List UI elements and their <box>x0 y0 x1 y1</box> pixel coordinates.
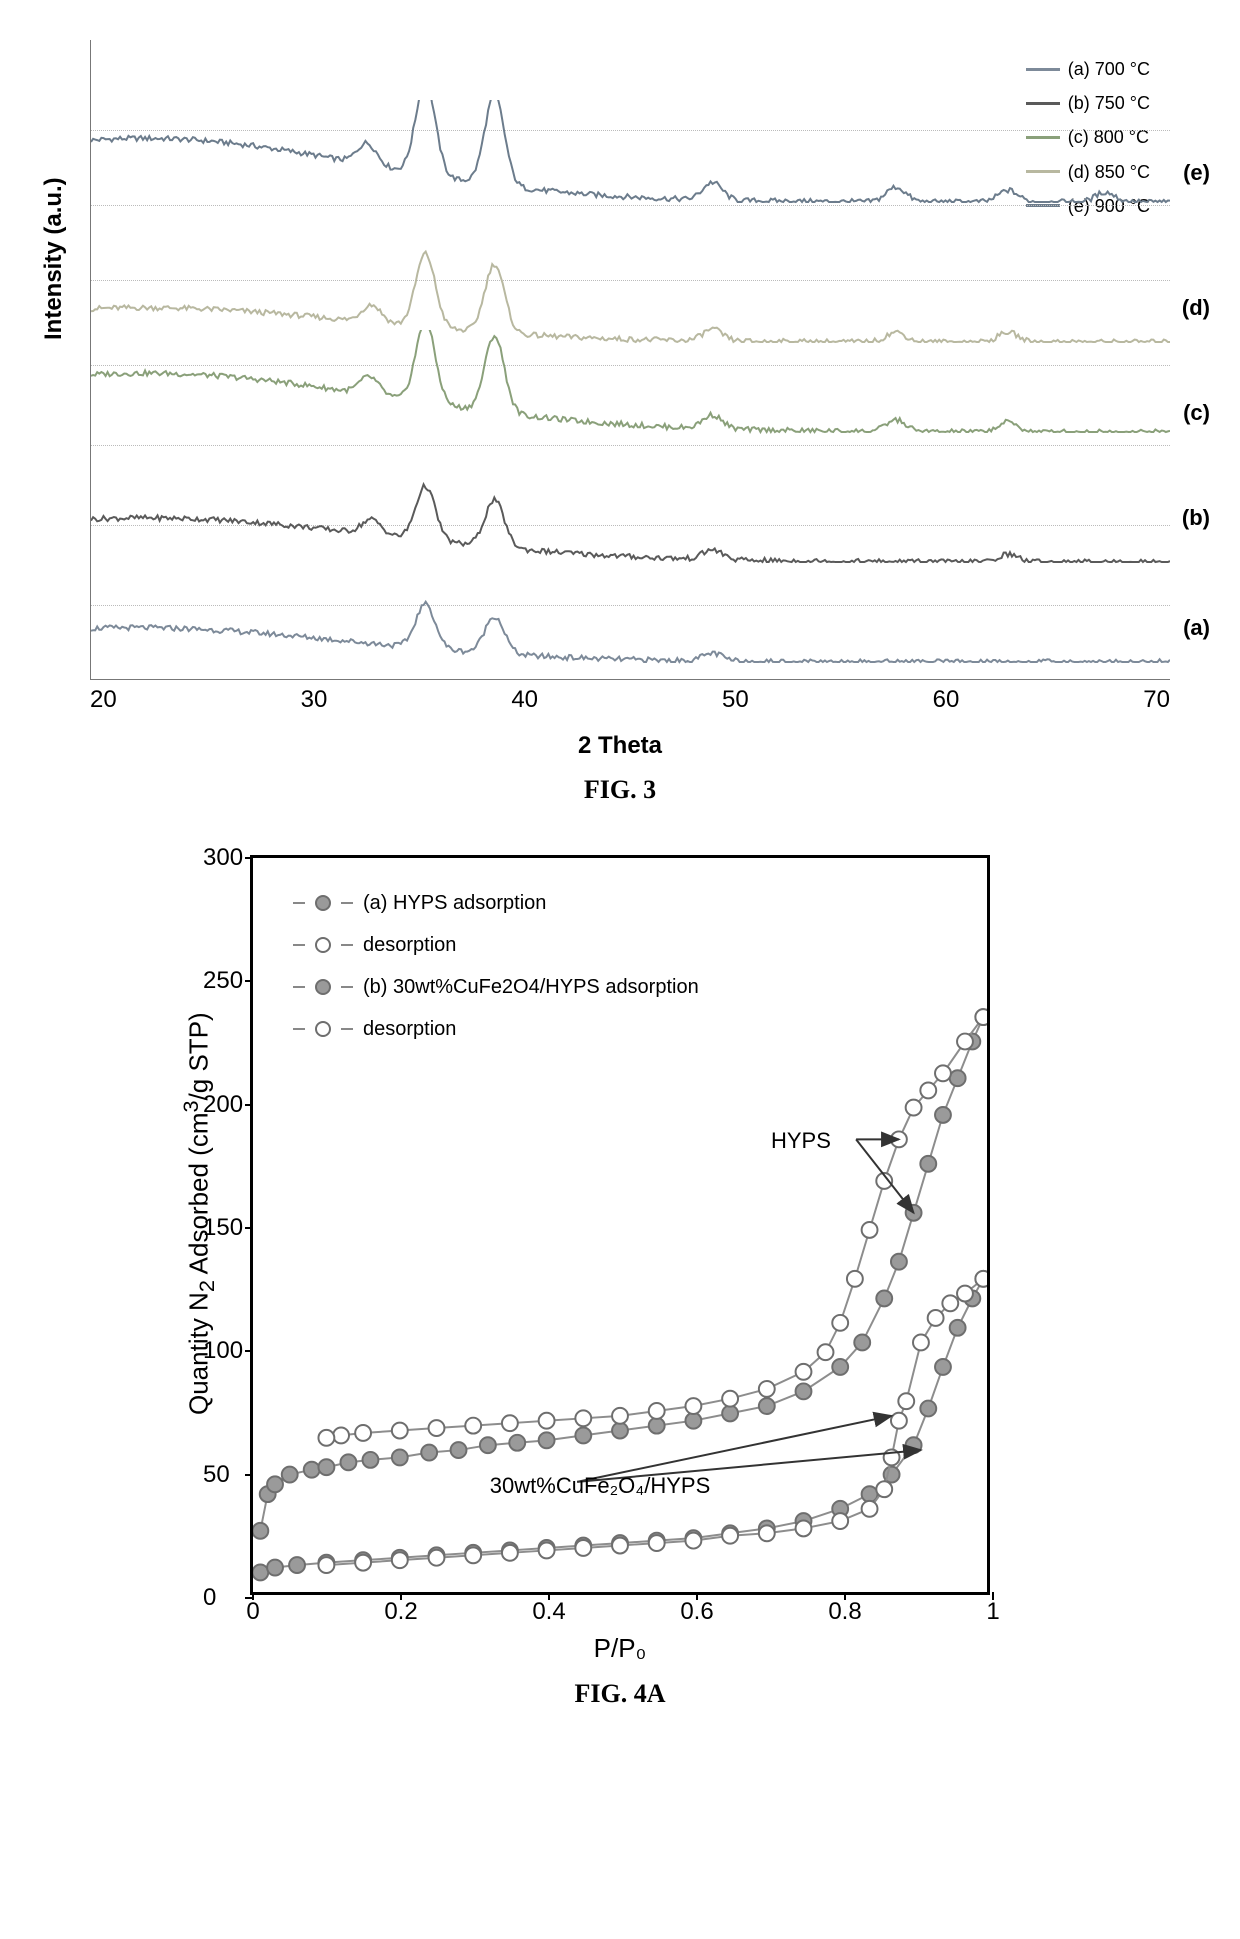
xrd-x-tick: 40 <box>511 686 538 714</box>
isotherm-y-tick: 100 <box>203 1337 243 1365</box>
figure-3-caption: FIG. 3 <box>30 775 1210 805</box>
tickmark <box>245 1227 253 1229</box>
chart-annotation: 30wt%CuFe₂O₄/HYPS <box>490 1473 710 1499</box>
xrd-series-a: (a) <box>91 560 1170 670</box>
tickmark <box>245 1474 253 1476</box>
isotherm-x-tick: 0 <box>246 1598 259 1626</box>
xrd-series-b: (b) <box>91 460 1170 570</box>
tickmark <box>400 1592 402 1600</box>
legend-label: (a) HYPS adsorption <box>363 882 546 924</box>
figure-3: Intensity (a.u.) (a) 700 °C(b) 750 °C(c)… <box>30 40 1210 805</box>
tickmark <box>696 1592 698 1600</box>
isotherm-x-axis-label: P/P₀ <box>190 1633 1050 1664</box>
tickmark <box>245 980 253 982</box>
xrd-x-tick: 30 <box>301 686 328 714</box>
xrd-series-label: (a) <box>1183 615 1210 641</box>
xrd-series-label: (b) <box>1182 505 1210 531</box>
isotherm-y-tick: 150 <box>203 1214 243 1242</box>
figure-4a-caption: FIG. 4A <box>30 1679 1210 1709</box>
xrd-x-axis-label: 2 Theta <box>50 732 1190 760</box>
legend-marker-icon <box>315 895 331 911</box>
isotherm-x-tick: 0.4 <box>532 1598 565 1626</box>
chart-annotation: HYPS <box>771 1128 831 1154</box>
legend-label: desorption <box>363 1008 456 1050</box>
xrd-x-tick: 70 <box>1143 686 1170 714</box>
tickmark <box>245 1350 253 1352</box>
isotherm-y-tick: 200 <box>203 1091 243 1119</box>
xrd-chart: Intensity (a.u.) (a) 700 °C(b) 750 °C(c)… <box>50 40 1190 760</box>
xrd-series-label: (d) <box>1182 295 1210 321</box>
tickmark <box>992 1592 994 1600</box>
xrd-series-c: (c) <box>91 330 1170 440</box>
legend-label: (b) 30wt%CuFe2O4/HYPS adsorption <box>363 966 699 1008</box>
tickmark <box>844 1592 846 1600</box>
isotherm-plot-area: (a) HYPS adsorptiondesorption(b) 30wt%Cu… <box>250 855 990 1595</box>
isotherm-y-tick: 50 <box>203 1461 230 1489</box>
figure-4a: Quantity N2 Adsorbed (cm3/g STP) (a) HYP… <box>30 855 1210 1709</box>
xrd-series-e: (e) <box>91 100 1170 210</box>
isotherm-legend-row: desorption <box>293 1008 699 1050</box>
isotherm-y-tick: 0 <box>203 1584 216 1612</box>
legend-label: (a) 700 °C <box>1068 52 1150 86</box>
legend-marker-icon <box>315 1021 331 1037</box>
isotherm-chart: Quantity N2 Adsorbed (cm3/g STP) (a) HYP… <box>190 855 1050 1664</box>
legend-marker-icon <box>315 937 331 953</box>
legend-marker-icon <box>315 979 331 995</box>
legend-swatch <box>1026 68 1060 71</box>
xrd-gridline <box>91 445 1170 446</box>
isotherm-x-tick: 0.2 <box>384 1598 417 1626</box>
isotherm-y-tick: 300 <box>203 844 243 872</box>
xrd-y-axis-label: Intensity (a.u.) <box>40 177 68 340</box>
tickmark <box>252 1592 254 1600</box>
isotherm-y-tick: 250 <box>203 967 243 995</box>
xrd-plot-area: (a) 700 °C(b) 750 °C(c) 800 °C(d) 850 °C… <box>90 40 1170 680</box>
isotherm-legend: (a) HYPS adsorptiondesorption(b) 30wt%Cu… <box>293 882 699 1050</box>
isotherm-x-tick: 1 <box>986 1598 999 1626</box>
xrd-x-ticks: 20 30 40 50 60 70 <box>90 686 1170 714</box>
xrd-legend-row: (a) 700 °C <box>1026 52 1150 86</box>
isotherm-x-tick: 0.6 <box>680 1598 713 1626</box>
xrd-series-label: (c) <box>1183 400 1210 426</box>
tickmark <box>245 1104 253 1106</box>
isotherm-legend-row: desorption <box>293 924 699 966</box>
xrd-x-tick: 60 <box>933 686 960 714</box>
tickmark <box>245 857 253 859</box>
xrd-x-tick: 20 <box>90 686 117 714</box>
xrd-series-label: (e) <box>1183 160 1210 186</box>
isotherm-x-tick: 0.8 <box>828 1598 861 1626</box>
legend-label: desorption <box>363 924 456 966</box>
xrd-x-tick: 50 <box>722 686 749 714</box>
isotherm-legend-row: (a) HYPS adsorption <box>293 882 699 924</box>
isotherm-legend-row: (b) 30wt%CuFe2O4/HYPS adsorption <box>293 966 699 1008</box>
tickmark <box>548 1592 550 1600</box>
